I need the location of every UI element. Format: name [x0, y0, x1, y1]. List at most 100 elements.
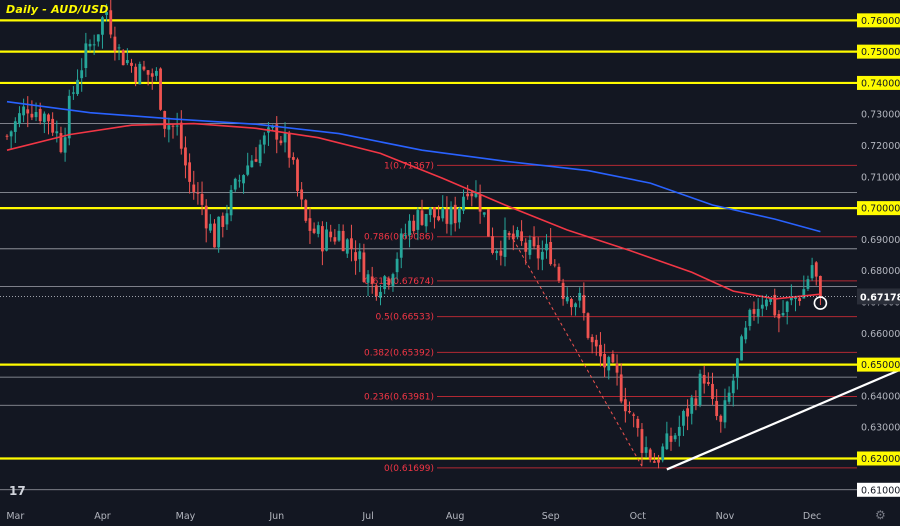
candle-body — [781, 313, 785, 316]
candle-body — [130, 62, 133, 66]
candle-body — [420, 210, 424, 225]
y-axis-tick-label: 0.64000 — [861, 391, 900, 402]
candle-body — [644, 447, 648, 453]
candle-body — [470, 193, 474, 197]
candle-body — [574, 303, 577, 308]
candle-body — [250, 160, 254, 168]
candle-body — [437, 216, 440, 221]
y-axis-tick-label: 0.62000 — [861, 454, 900, 465]
candle-body — [466, 193, 470, 197]
y-axis-label-bg — [857, 201, 900, 216]
candle-body — [22, 106, 25, 116]
candle-body — [200, 193, 204, 205]
y-axis-label-bg — [857, 357, 900, 372]
candle-body — [520, 231, 523, 242]
candle-body — [748, 309, 752, 327]
candle-body — [487, 209, 490, 237]
candle-body — [686, 408, 689, 417]
candle-body — [661, 446, 665, 461]
candle-body — [698, 373, 702, 405]
candle-body — [769, 297, 772, 302]
candle-body — [524, 242, 528, 252]
candle-body — [677, 426, 681, 436]
candle-body — [549, 242, 553, 265]
x-axis-tick-label: Jun — [268, 511, 284, 522]
gear-icon[interactable]: ⚙ — [875, 508, 886, 522]
candle-body — [690, 397, 694, 414]
candle-body — [653, 461, 656, 463]
candle-body — [262, 135, 266, 145]
candle-body — [599, 344, 602, 357]
y-axis-label-bg — [857, 451, 900, 466]
candle-body — [125, 60, 129, 64]
candle-body — [229, 189, 233, 216]
x-axis-tick-label: Aug — [446, 511, 465, 522]
candle-body — [329, 231, 333, 238]
candle-body — [96, 34, 100, 42]
candle-body — [399, 233, 403, 258]
candle-body — [233, 178, 237, 190]
candle-body — [478, 195, 482, 212]
candle-body — [794, 297, 797, 299]
candle-body — [391, 274, 395, 287]
fib-level-label: 0.5(0.66533) — [375, 313, 434, 323]
y-axis-tick-label: 0.75000 — [861, 47, 900, 58]
candle-body — [773, 294, 777, 316]
candle-body — [727, 392, 731, 402]
candle-body — [408, 220, 411, 236]
candle-body — [13, 121, 17, 132]
y-axis-tick-label: 0.61000 — [861, 485, 900, 496]
x-axis-tick-label: May — [176, 511, 196, 522]
candle-body — [163, 111, 167, 129]
candle-body — [628, 411, 631, 413]
candle-body — [752, 309, 756, 314]
candle-body — [383, 276, 387, 290]
candle-body — [366, 274, 370, 283]
candle-body — [304, 200, 308, 221]
candle-body — [72, 92, 75, 94]
candle-body — [175, 125, 179, 127]
y-axis-label-bg — [857, 13, 900, 28]
candle-body — [412, 220, 416, 232]
candle-body — [731, 380, 735, 394]
y-axis-tick-label: 0.68000 — [861, 266, 900, 277]
candle-body — [179, 122, 183, 149]
chart-title: Daily - AUD/USD — [6, 3, 109, 16]
candle-body — [665, 433, 669, 450]
y-axis-label-bg — [857, 482, 900, 497]
candle-body — [254, 159, 258, 162]
candle-body — [345, 239, 349, 254]
candle-body — [428, 207, 432, 216]
candle-body — [9, 131, 13, 137]
candle-body — [615, 363, 619, 373]
candle-body — [719, 415, 723, 422]
candle-body — [507, 233, 511, 236]
candle-body — [607, 357, 611, 371]
candle-body — [777, 313, 781, 319]
candle-body — [59, 133, 63, 153]
candle-body — [121, 50, 125, 66]
candle-body — [740, 336, 743, 361]
candle-body — [611, 354, 615, 363]
candle-body — [586, 313, 590, 338]
candle-body — [819, 275, 822, 297]
candle-body — [806, 279, 810, 289]
x-axis-tick-label: Jul — [361, 511, 373, 522]
fib-level-label: 0(0.61699) — [384, 464, 434, 474]
candle-body — [682, 410, 685, 426]
candle-body — [358, 251, 362, 260]
current-price-label-bg — [857, 288, 900, 305]
candle-body — [283, 133, 287, 143]
candle-body — [594, 339, 598, 347]
candle-body — [416, 210, 420, 230]
x-axis-tick-label: Oct — [630, 511, 647, 522]
candle-body — [92, 44, 96, 46]
candle-body — [217, 216, 221, 248]
candle-body — [565, 296, 569, 302]
candle-body — [38, 108, 42, 122]
candle-body — [744, 327, 748, 340]
y-axis-tick-label: 0.73000 — [861, 110, 900, 121]
candle-body — [88, 43, 92, 47]
tradingview-logo[interactable]: 17 — [9, 484, 26, 498]
